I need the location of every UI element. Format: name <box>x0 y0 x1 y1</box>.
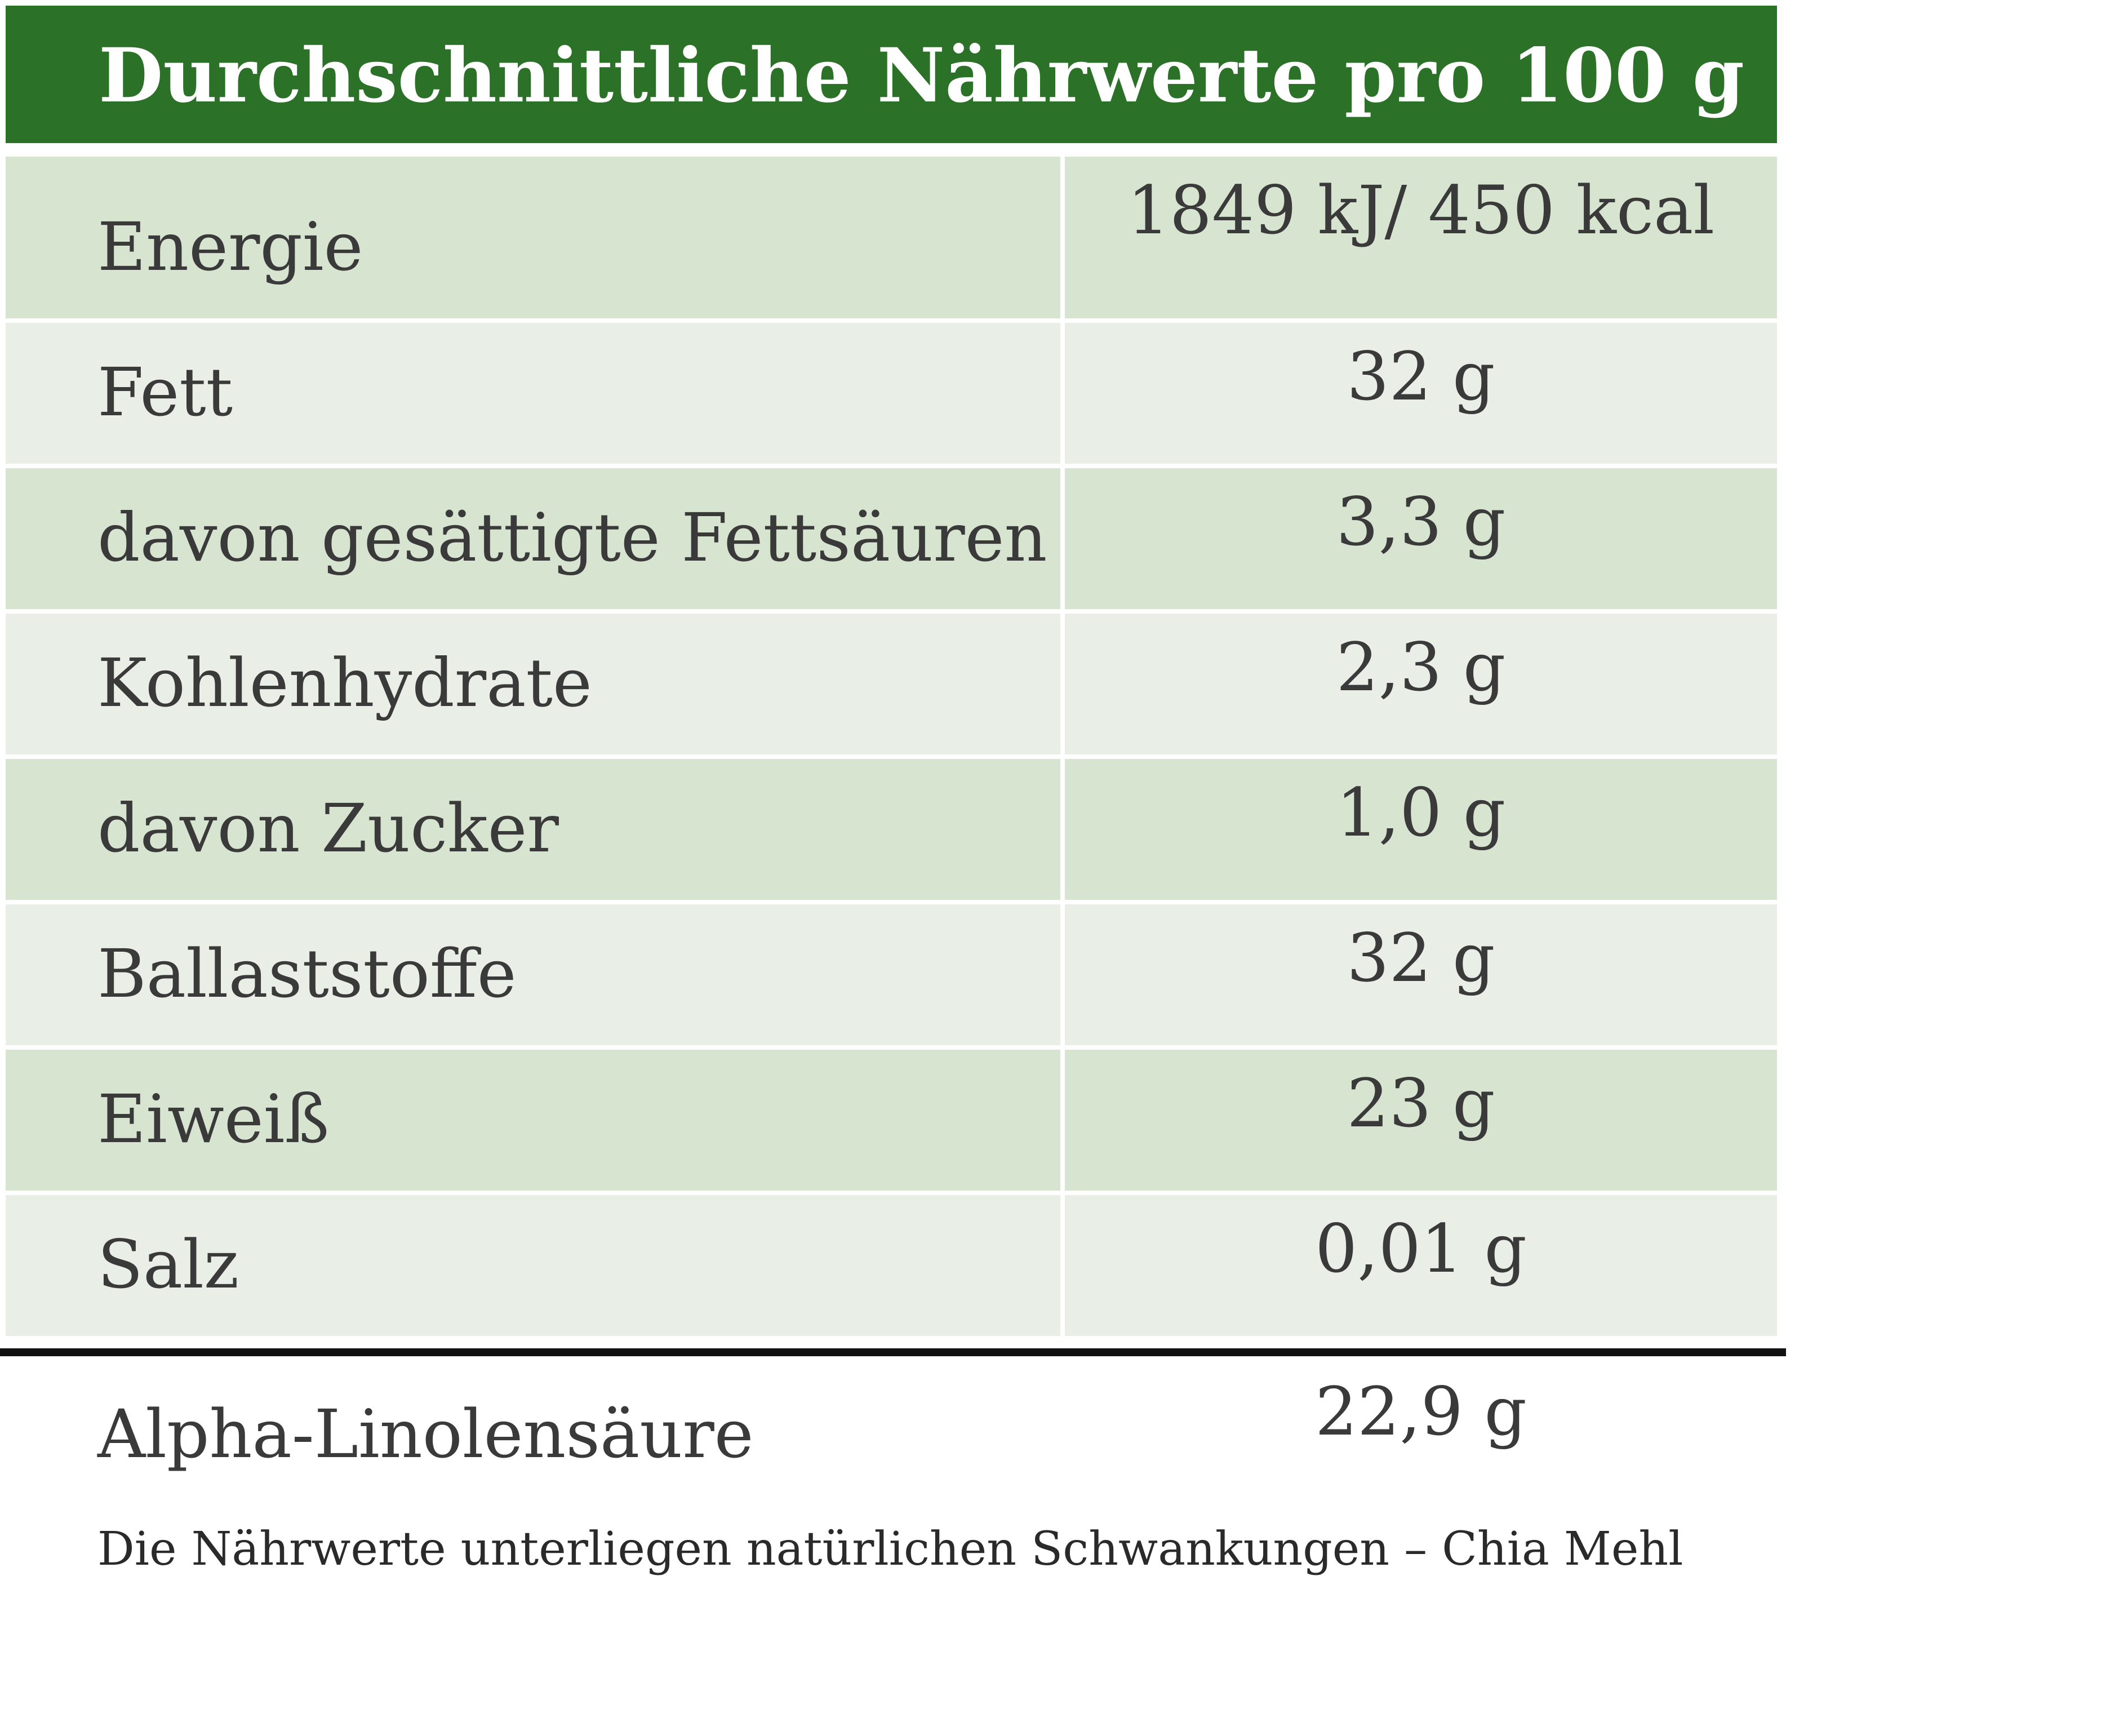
table-header: Durchschnittliche Nährwerte pro 100 g <box>6 6 1777 143</box>
table-title: Durchschnittliche Nährwerte pro 100 g <box>99 32 1745 119</box>
table-row: Salz 0,01 g <box>6 1195 1777 1336</box>
nutrient-label: davon Zucker <box>97 789 559 867</box>
nutrient-label: Eiweiß <box>97 1080 330 1158</box>
table-row: Fett 32 g <box>6 323 1777 464</box>
table-row: davon Zucker 1,0 g <box>6 759 1777 900</box>
nutrient-value: 1,0 g <box>1336 774 1506 851</box>
nutrient-label-cell: Ballaststoffe <box>6 904 1060 1045</box>
nutrient-value-cell: 0,01 g <box>1065 1195 1777 1336</box>
table-row: Energie 1849 kJ/ 450 kcal <box>6 157 1777 318</box>
nutrient-value: 1849 kJ/ 450 kcal <box>1127 171 1715 249</box>
footnote: Die Nährwerte unterliegen natürlichen Sc… <box>97 1522 1683 1576</box>
nutrient-label: Kohlenhydrate <box>97 644 592 722</box>
nutrient-value: 3,3 g <box>1336 483 1506 561</box>
nutrient-value-cell: 23 g <box>1065 1050 1777 1191</box>
table-row: davon gesättigte Fettsäuren 3,3 g <box>6 468 1777 609</box>
nutrient-value-cell: 32 g <box>1065 904 1777 1045</box>
nutrient-label-cell: Energie <box>6 157 1060 318</box>
nutrient-label-cell: Kohlenhydrate <box>6 614 1060 754</box>
nutrient-value-cell: 32 g <box>1065 323 1777 464</box>
nutrient-label: Salz <box>97 1226 239 1303</box>
table-row: Ballaststoffe 32 g <box>6 904 1777 1045</box>
nutrient-value: 23 g <box>1347 1064 1495 1142</box>
nutrient-value-cell: 1,0 g <box>1065 759 1777 900</box>
nutrient-label: Energie <box>97 208 363 286</box>
nutrient-value: 0,01 g <box>1315 1210 1527 1287</box>
extra-nutrient-label: Alpha-Linolensäure <box>97 1395 754 1473</box>
nutrient-label-cell: davon gesättigte Fettsäuren <box>6 468 1060 609</box>
nutrient-label-cell: Eiweiß <box>6 1050 1060 1191</box>
extra-nutrient-value: 22,9 g <box>1315 1373 1527 1450</box>
nutrition-table: Energie 1849 kJ/ 450 kcal Fett 32 g davo… <box>6 157 1777 1340</box>
nutrient-label-cell: Fett <box>6 323 1060 464</box>
nutrient-value: 2,3 g <box>1336 628 1506 706</box>
nutrient-label: davon gesättigte Fettsäuren <box>97 499 1047 576</box>
table-bottom-rule <box>0 1348 1786 1356</box>
nutrient-label-cell: davon Zucker <box>6 759 1060 900</box>
table-row: Kohlenhydrate 2,3 g <box>6 614 1777 754</box>
table-row: Eiweiß 23 g <box>6 1050 1777 1191</box>
nutrient-value-cell: 3,3 g <box>1065 468 1777 609</box>
nutrient-value-cell: 1849 kJ/ 450 kcal <box>1065 157 1777 318</box>
nutrient-value: 32 g <box>1347 919 1495 997</box>
nutrient-label: Fett <box>97 353 233 431</box>
nutrient-label: Ballaststoffe <box>97 935 517 1013</box>
extra-nutrient-row: Alpha-Linolensäure 22,9 g <box>6 1358 1777 1493</box>
nutrient-label-cell: Salz <box>6 1195 1060 1336</box>
nutrient-value-cell: 2,3 g <box>1065 614 1777 754</box>
nutrient-value: 32 g <box>1347 338 1495 415</box>
